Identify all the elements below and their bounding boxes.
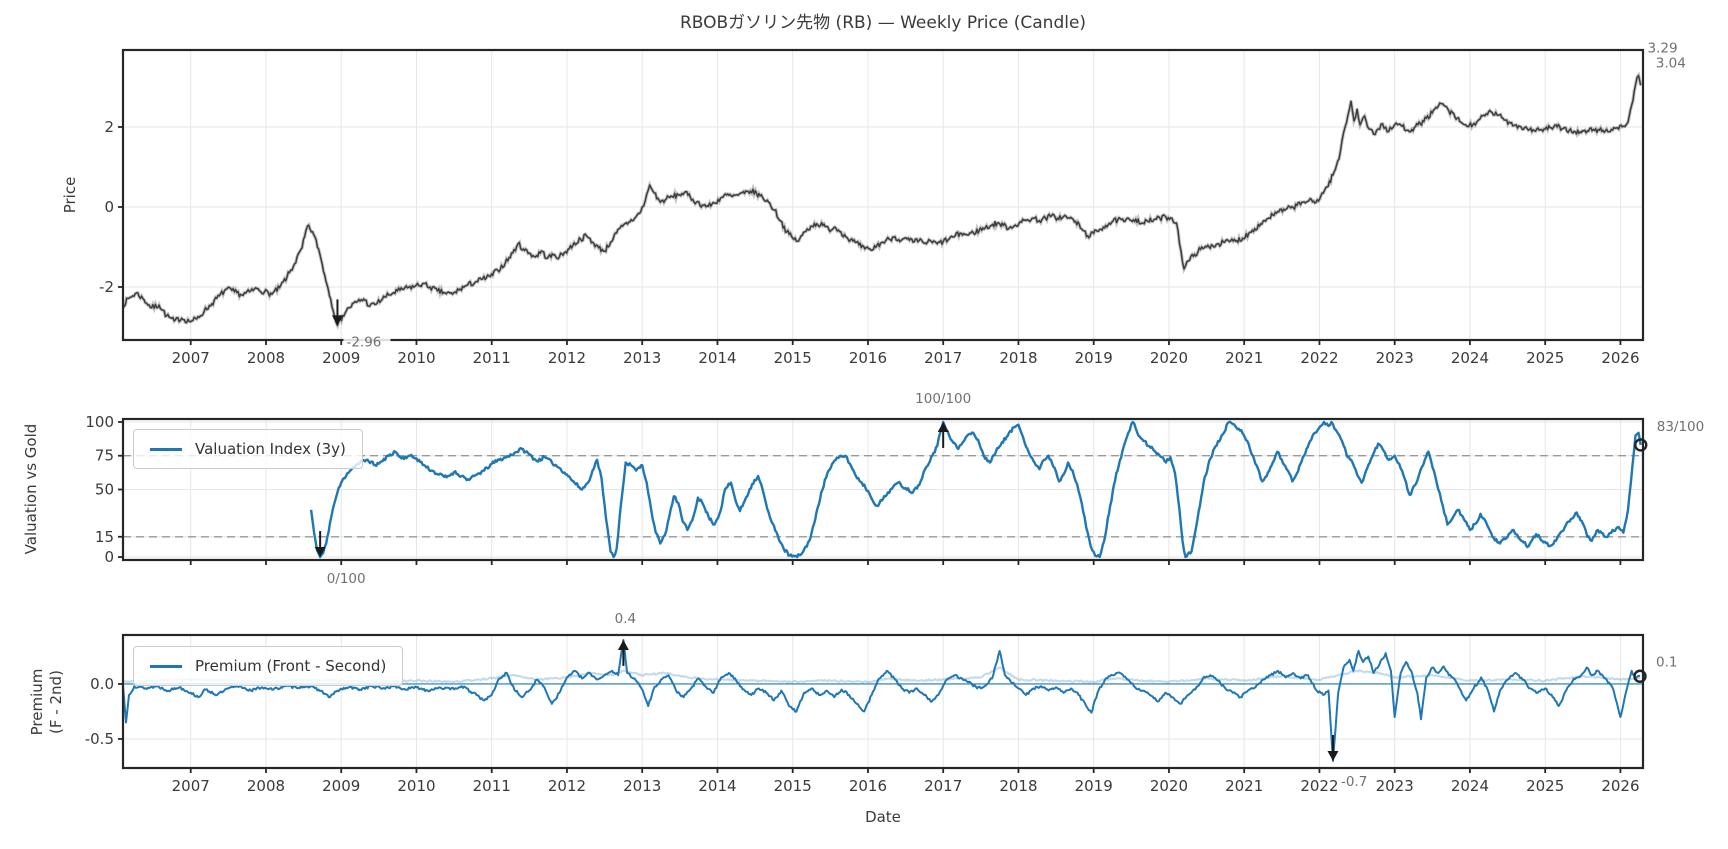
y-tick-label: 100: [85, 413, 114, 431]
y-tick-label: 50: [95, 481, 114, 499]
rb-weekly-price-glow: [123, 71, 1643, 331]
valuation-panel: 100 75 50 15 0 0/100 100/100 83/100: [85, 391, 1704, 587]
legend-premium-label: Premium (Front - Second): [195, 657, 387, 675]
x-tick-label: 2013: [623, 349, 661, 367]
x-tick-label: 2015: [774, 777, 812, 795]
x-tick-label: 2008: [247, 349, 285, 367]
x-tick-label: 2008: [247, 777, 285, 795]
last-point-marker: [1633, 669, 1647, 683]
premium-front-second-line: [123, 639, 1641, 762]
premium-line-swatch: [150, 664, 182, 668]
x-tick-label: 2019: [1075, 349, 1113, 367]
x-tick-label: 2017: [924, 777, 962, 795]
price-axis-label: Price: [61, 176, 79, 214]
valuation-axis-label: Valuation vs Gold: [22, 423, 40, 555]
price-panel: 2007 2008 2009 2010 2011 2012 2013 2014 2015 2016…: [99, 40, 1686, 367]
x-tick-label: 2022: [1300, 349, 1338, 367]
x-tick-label: 2016: [849, 777, 887, 795]
y-tick-label: 0.0: [90, 675, 114, 693]
valuation-index-3y-line: [309, 420, 1642, 559]
x-tick-label: 2018: [999, 777, 1037, 795]
x-tick-label: 2022: [1300, 777, 1338, 795]
rb-weekly-price-line: [123, 74, 1642, 327]
x-tick-label: 2024: [1451, 777, 1489, 795]
x-tick-label: 2020: [1150, 349, 1188, 367]
x-tick-label: 2007: [172, 777, 210, 795]
panel-spine: [121, 48, 1645, 342]
premium-axis-label: Premium (F - 2nd): [27, 640, 67, 764]
x-tick-label: 2017: [924, 349, 962, 367]
y-tick-label: 0: [104, 548, 114, 566]
premium-axis-label-line2: (F - 2nd): [47, 670, 65, 734]
annotation-0/100: 0/100: [327, 571, 366, 587]
panel-spine: [121, 633, 1645, 770]
legend-premium: Premium (Front - Second): [133, 646, 404, 686]
x-tick-label: 2021: [1225, 777, 1263, 795]
x-tick-label: 2020: [1150, 777, 1188, 795]
x-tick-label: 2016: [849, 349, 887, 367]
x-tick-label: 2015: [774, 349, 812, 367]
y-tick-label: 2: [104, 118, 114, 136]
x-tick-label: 2026: [1601, 777, 1639, 795]
annotation-arrow-up: [937, 421, 949, 432]
annotation-bg: [343, 333, 391, 351]
annotation-arrow-up: [617, 639, 629, 650]
x-tick-label: 2018: [999, 349, 1037, 367]
annotation-arrow-down: [331, 315, 343, 326]
annotation-0.4: 0.4: [615, 611, 636, 627]
x-tick-label: 2013: [623, 777, 661, 795]
valuation-line-swatch: [150, 447, 182, 451]
date-axis-label: Date: [865, 808, 901, 826]
x-tick-label: 2025: [1526, 777, 1564, 795]
x-tick-label: 2023: [1376, 777, 1414, 795]
x-tick-label: 2007: [172, 349, 210, 367]
x-tick-label: 2014: [698, 349, 736, 367]
annotation-100/100: 100/100: [915, 391, 971, 407]
x-tick-label: 2012: [548, 777, 586, 795]
annotation--2.96: -2.96: [346, 334, 381, 350]
x-tick-label: 2010: [397, 777, 435, 795]
y-tick-label: 0: [104, 198, 114, 216]
x-tick-label: 2009: [322, 349, 360, 367]
y-tick-label: 75: [95, 447, 114, 465]
annotation-3.04: 3.04: [1656, 55, 1686, 71]
x-tick-label: 2021: [1225, 349, 1263, 367]
x-tick-label: 2019: [1075, 777, 1113, 795]
x-tick-label: 2024: [1451, 349, 1489, 367]
x-tick-label: 2011: [473, 777, 511, 795]
legend-valuation: Valuation Index (3y): [133, 429, 363, 469]
last-point-marker: [1634, 438, 1648, 452]
x-tick-label: 2014: [698, 777, 736, 795]
x-tick-label: 2025: [1526, 349, 1564, 367]
x-tick-label: 2009: [322, 777, 360, 795]
y-tick-label: 15: [95, 528, 114, 546]
annotation-arrow-down: [1327, 750, 1339, 761]
premium-panel: 2007 2008 2009 2010 2011 2012 2013 2014 2015 2016…: [85, 611, 1678, 795]
annotation-83/100: 83/100: [1657, 419, 1705, 435]
x-tick-label: 2010: [397, 349, 435, 367]
x-tick-label: 2026: [1601, 349, 1639, 367]
annotation-arrow-down: [314, 547, 326, 558]
premium-axis-label-line1: Premium: [28, 668, 47, 736]
legend-valuation-label: Valuation Index (3y): [195, 440, 346, 458]
y-tick-label: -0.5: [85, 730, 114, 748]
x-tick-label: 2011: [473, 349, 511, 367]
chart-title: RBOBガソリン先物 (RB) — Weekly Price (Candle): [679, 13, 1087, 33]
annotation-3.29: 3.29: [1647, 40, 1677, 56]
y-tick-label: -2: [99, 278, 114, 296]
annotation-0.1: 0.1: [1656, 654, 1677, 670]
annotation--0.7: -0.7: [1341, 774, 1367, 790]
x-tick-label: 2012: [548, 349, 586, 367]
x-tick-label: 2023: [1376, 349, 1414, 367]
